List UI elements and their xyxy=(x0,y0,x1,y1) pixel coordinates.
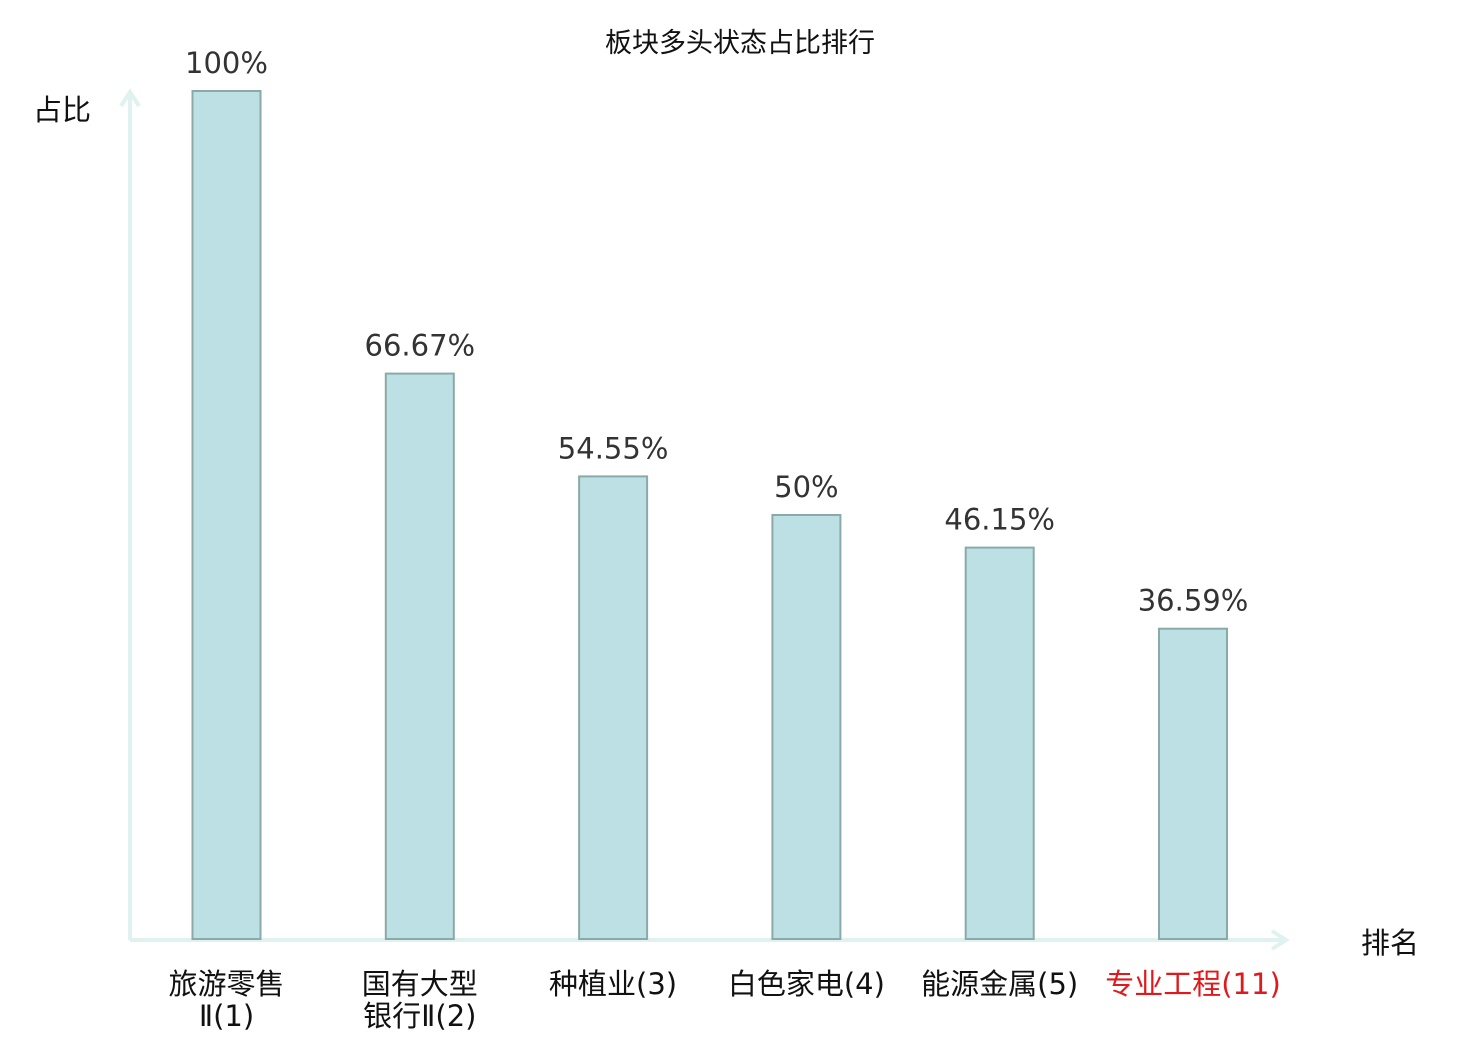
y-axis-arrow xyxy=(119,88,141,108)
category-label: 银行Ⅱ(2) xyxy=(363,999,476,1033)
value-label: 100% xyxy=(185,46,268,80)
x-axis xyxy=(130,929,1290,951)
bar xyxy=(1158,627,1228,940)
bar xyxy=(578,475,649,940)
bars xyxy=(191,90,1228,941)
bar xyxy=(384,372,455,941)
category-label: 种植业(3) xyxy=(549,967,677,1001)
category-label: Ⅱ(1) xyxy=(199,999,254,1033)
category-label: 能源金属(5) xyxy=(921,967,1078,1001)
y-axis xyxy=(119,88,141,940)
bar xyxy=(191,90,262,940)
bar xyxy=(771,514,842,940)
value-labels: 100% 66.67% 54.55% 50% 46.15% 36.59% xyxy=(185,46,1248,618)
y-axis-label: 占比 xyxy=(33,93,91,127)
value-label: 46.15% xyxy=(944,503,1055,537)
chart-title: 板块多头状态占比排行 xyxy=(605,28,875,59)
value-label: 66.67% xyxy=(365,329,476,363)
x-axis-label: 排名 xyxy=(1361,926,1419,960)
value-label: 54.55% xyxy=(558,431,669,465)
category-label: 白色家电(4) xyxy=(728,967,885,1001)
value-label: 36.59% xyxy=(1138,584,1249,618)
value-label: 50% xyxy=(774,470,838,504)
category-label: 国有大型 xyxy=(362,967,478,1001)
x-axis-arrow xyxy=(1270,929,1290,951)
bar xyxy=(964,546,1035,940)
category-label: 旅游零售 xyxy=(168,967,284,1001)
category-label: 专业工程(11) xyxy=(1105,967,1281,1001)
